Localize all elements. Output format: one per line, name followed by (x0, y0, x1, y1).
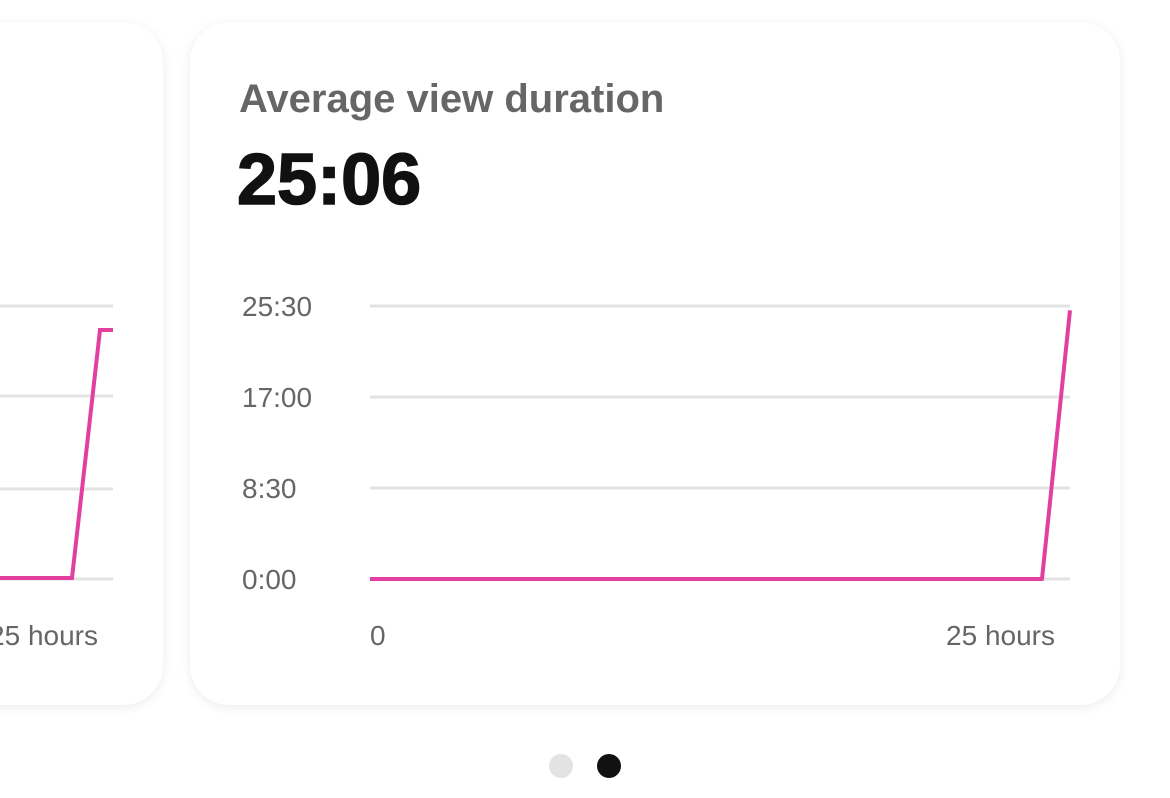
chart: 0:00 8:30 17:00 25:30 0 25 hours (242, 291, 1072, 651)
y-tick-label: 0:00 (242, 564, 297, 595)
page-dot-active[interactable] (597, 754, 621, 778)
y-tick-label: 25:30 (242, 291, 312, 322)
x-tick-label: 25 hours (946, 620, 1055, 651)
data-line (370, 310, 1072, 581)
card-title: Average view duration (239, 77, 664, 121)
previous-chart: 25 hours (0, 304, 113, 651)
card-value: 25:06 (237, 140, 421, 220)
x-tick-label: 25 hours (0, 620, 98, 651)
y-tick-label: 17:00 (242, 382, 312, 413)
previous-line (0, 328, 113, 580)
x-tick-label: 0 (370, 620, 386, 651)
previous-card[interactable] (0, 22, 163, 705)
page-dot[interactable] (549, 754, 573, 778)
y-tick-label: 8:30 (242, 473, 297, 504)
card (190, 22, 1120, 705)
